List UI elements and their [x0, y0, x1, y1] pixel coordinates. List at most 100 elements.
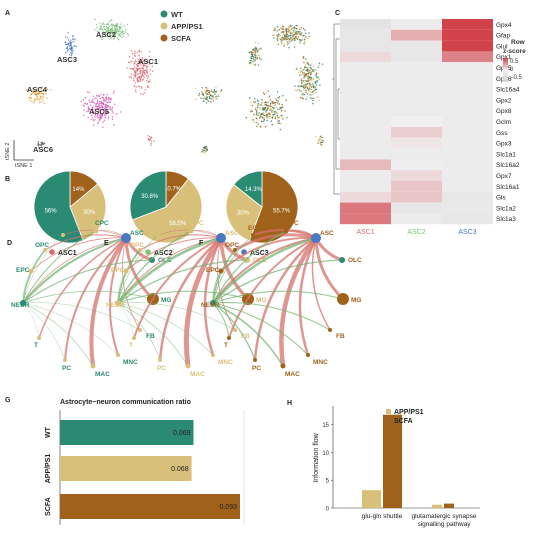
- heatmap-cell: [442, 40, 493, 52]
- network-edge-asc: [158, 237, 222, 361]
- heatmap-cell: [340, 148, 391, 160]
- legend-wt-swatch: [160, 10, 168, 18]
- network-node-label: EC: [153, 225, 162, 232]
- heatmap-cell: [442, 94, 493, 106]
- heatmap-cell: [340, 191, 391, 203]
- network-node-olc: [339, 257, 345, 263]
- network-panel-letter: E: [104, 240, 109, 247]
- network-node-label: FB: [146, 333, 155, 340]
- heatmap-cell: [391, 73, 442, 84]
- g-bar: [60, 456, 192, 481]
- heatmap-cell: [340, 83, 391, 95]
- network-panels: D EC CPC ASC OLC MG FB MNC MAC PC T NEUR EPC OPC E EC CP…: [7, 220, 362, 378]
- panel-a: A ASC2 ASC3 ASC1 ASC4 ASC5 ASC6 tSNE 1 t…: [5, 10, 324, 169]
- heatmap-cell: [442, 170, 493, 181]
- heatmap-cell: [340, 202, 391, 214]
- network-edge-asc: [124, 237, 155, 301]
- panel-g: G Astrocyte−neuron communication ratio 0…: [5, 397, 245, 525]
- network-edge-asc: [108, 237, 127, 356]
- heatmap-cell: [340, 127, 391, 138]
- heatmap-cell: [442, 116, 493, 127]
- network-node-olc: [149, 257, 155, 263]
- network-node-label: MG: [256, 297, 266, 304]
- network-edge-neur: [212, 302, 331, 331]
- cluster-label-asc6: ASC6: [33, 145, 53, 154]
- network-node-mnc: [211, 353, 215, 357]
- network-node-fb: [138, 328, 142, 332]
- heatmap-cell: [391, 191, 442, 203]
- h-bar: [362, 490, 381, 508]
- network-node-fb: [233, 328, 237, 332]
- network-node-pc: [158, 358, 162, 362]
- heatmap-gene-label: Gpx1: [496, 54, 512, 61]
- pie-cluster-dot: [145, 249, 151, 255]
- network-edge-asc: [311, 237, 331, 331]
- network-edge-asc: [183, 236, 224, 367]
- network-edge-neur: [22, 302, 141, 331]
- network-edge-asc: [30, 237, 127, 272]
- heatmap-gene-label: Gclm: [496, 119, 511, 126]
- network-node-label: T: [129, 342, 133, 349]
- network-node-label: EC: [248, 225, 257, 232]
- cluster-label-asc4: ASC4: [27, 85, 48, 94]
- network-node-label: MNC: [313, 359, 328, 366]
- network-edge-neur: [117, 234, 159, 304]
- heatmap-cell: [391, 170, 442, 181]
- pie-slice-scfa: [248, 170, 299, 244]
- heatmap-cell: [340, 73, 391, 84]
- network-edge-neur: [22, 234, 64, 304]
- heatmap-gene-label: Slc16a4: [496, 87, 520, 94]
- heatmap-cell: [391, 213, 442, 225]
- heatmap-cell: [391, 19, 442, 30]
- network-edge-asc: [279, 236, 318, 367]
- heatmap-cell: [391, 116, 442, 127]
- tsne-right-scatter: [194, 24, 324, 154]
- heatmap-cell: [442, 191, 493, 203]
- network-node-cpc: [188, 228, 194, 234]
- heatmap-cell: [442, 73, 493, 84]
- panel-b: B 14% 30% 56% ASC1 10.7% 58.5% 30.8% ASC2 55.7% 3…: [5, 170, 299, 257]
- network-node-label: MG: [161, 297, 171, 304]
- heatmap-gene-label: Slc1a3: [496, 216, 516, 223]
- h-bar: [383, 414, 402, 508]
- network-node-epc: [218, 268, 224, 274]
- network-edge-asc: [64, 237, 127, 361]
- h-legend-swatch: [386, 418, 391, 423]
- heatmap-cell: [340, 94, 391, 106]
- heatmap-cell: [340, 116, 391, 127]
- network-edge-asc: [125, 237, 222, 272]
- heatmap-legend-title-z: z-score: [503, 48, 526, 55]
- ratio-bar-chart: 0.069 WT 0.068 APP/PS1 0.093 SCFA: [45, 410, 245, 525]
- network-edge-neur: [22, 302, 119, 356]
- network-node-label: OPC: [225, 242, 239, 249]
- network-node-label: T: [34, 342, 38, 349]
- tsne-left-scatter: [26, 18, 155, 149]
- pie-cluster-label: ASC3: [250, 250, 269, 257]
- h-legend-label: APP/PS1: [394, 409, 424, 416]
- pie-slice-app-ps1: [225, 184, 263, 242]
- panel-c-letter: C: [335, 10, 340, 17]
- network-node-label: FB: [336, 333, 345, 340]
- network-edge-asc: [220, 236, 317, 272]
- pie-slice-app-ps1: [131, 178, 203, 244]
- network-edge-neur: [116, 236, 222, 304]
- pie-cluster-label: ASC2: [154, 250, 173, 257]
- heatmap-cell: [391, 181, 442, 192]
- heatmap-gene-label: Gpx3: [496, 141, 512, 148]
- heatmap-gene-label: Gpx8: [496, 108, 512, 115]
- network-node-neur: [115, 300, 121, 306]
- h-category-label: signalling pathway: [417, 521, 471, 528]
- heatmap-legend-tick: −0.5: [510, 75, 523, 81]
- network-node-pc: [253, 358, 257, 362]
- heatmap-legend-tick: 0.5: [510, 59, 519, 65]
- tsne-y-label: tSNE 2: [5, 143, 11, 160]
- network-node-label: CPC: [190, 220, 204, 227]
- network-panel-e: E EC CPC ASC OLC MG FB MNC MAC PC T NEUR EPC OPC: [104, 220, 267, 378]
- network-edge-asc: [38, 237, 127, 339]
- network-edge-asc: [203, 237, 223, 356]
- network-node-t: [132, 336, 136, 340]
- heatmap-cell: [442, 148, 493, 160]
- network-node-asc: [216, 233, 226, 243]
